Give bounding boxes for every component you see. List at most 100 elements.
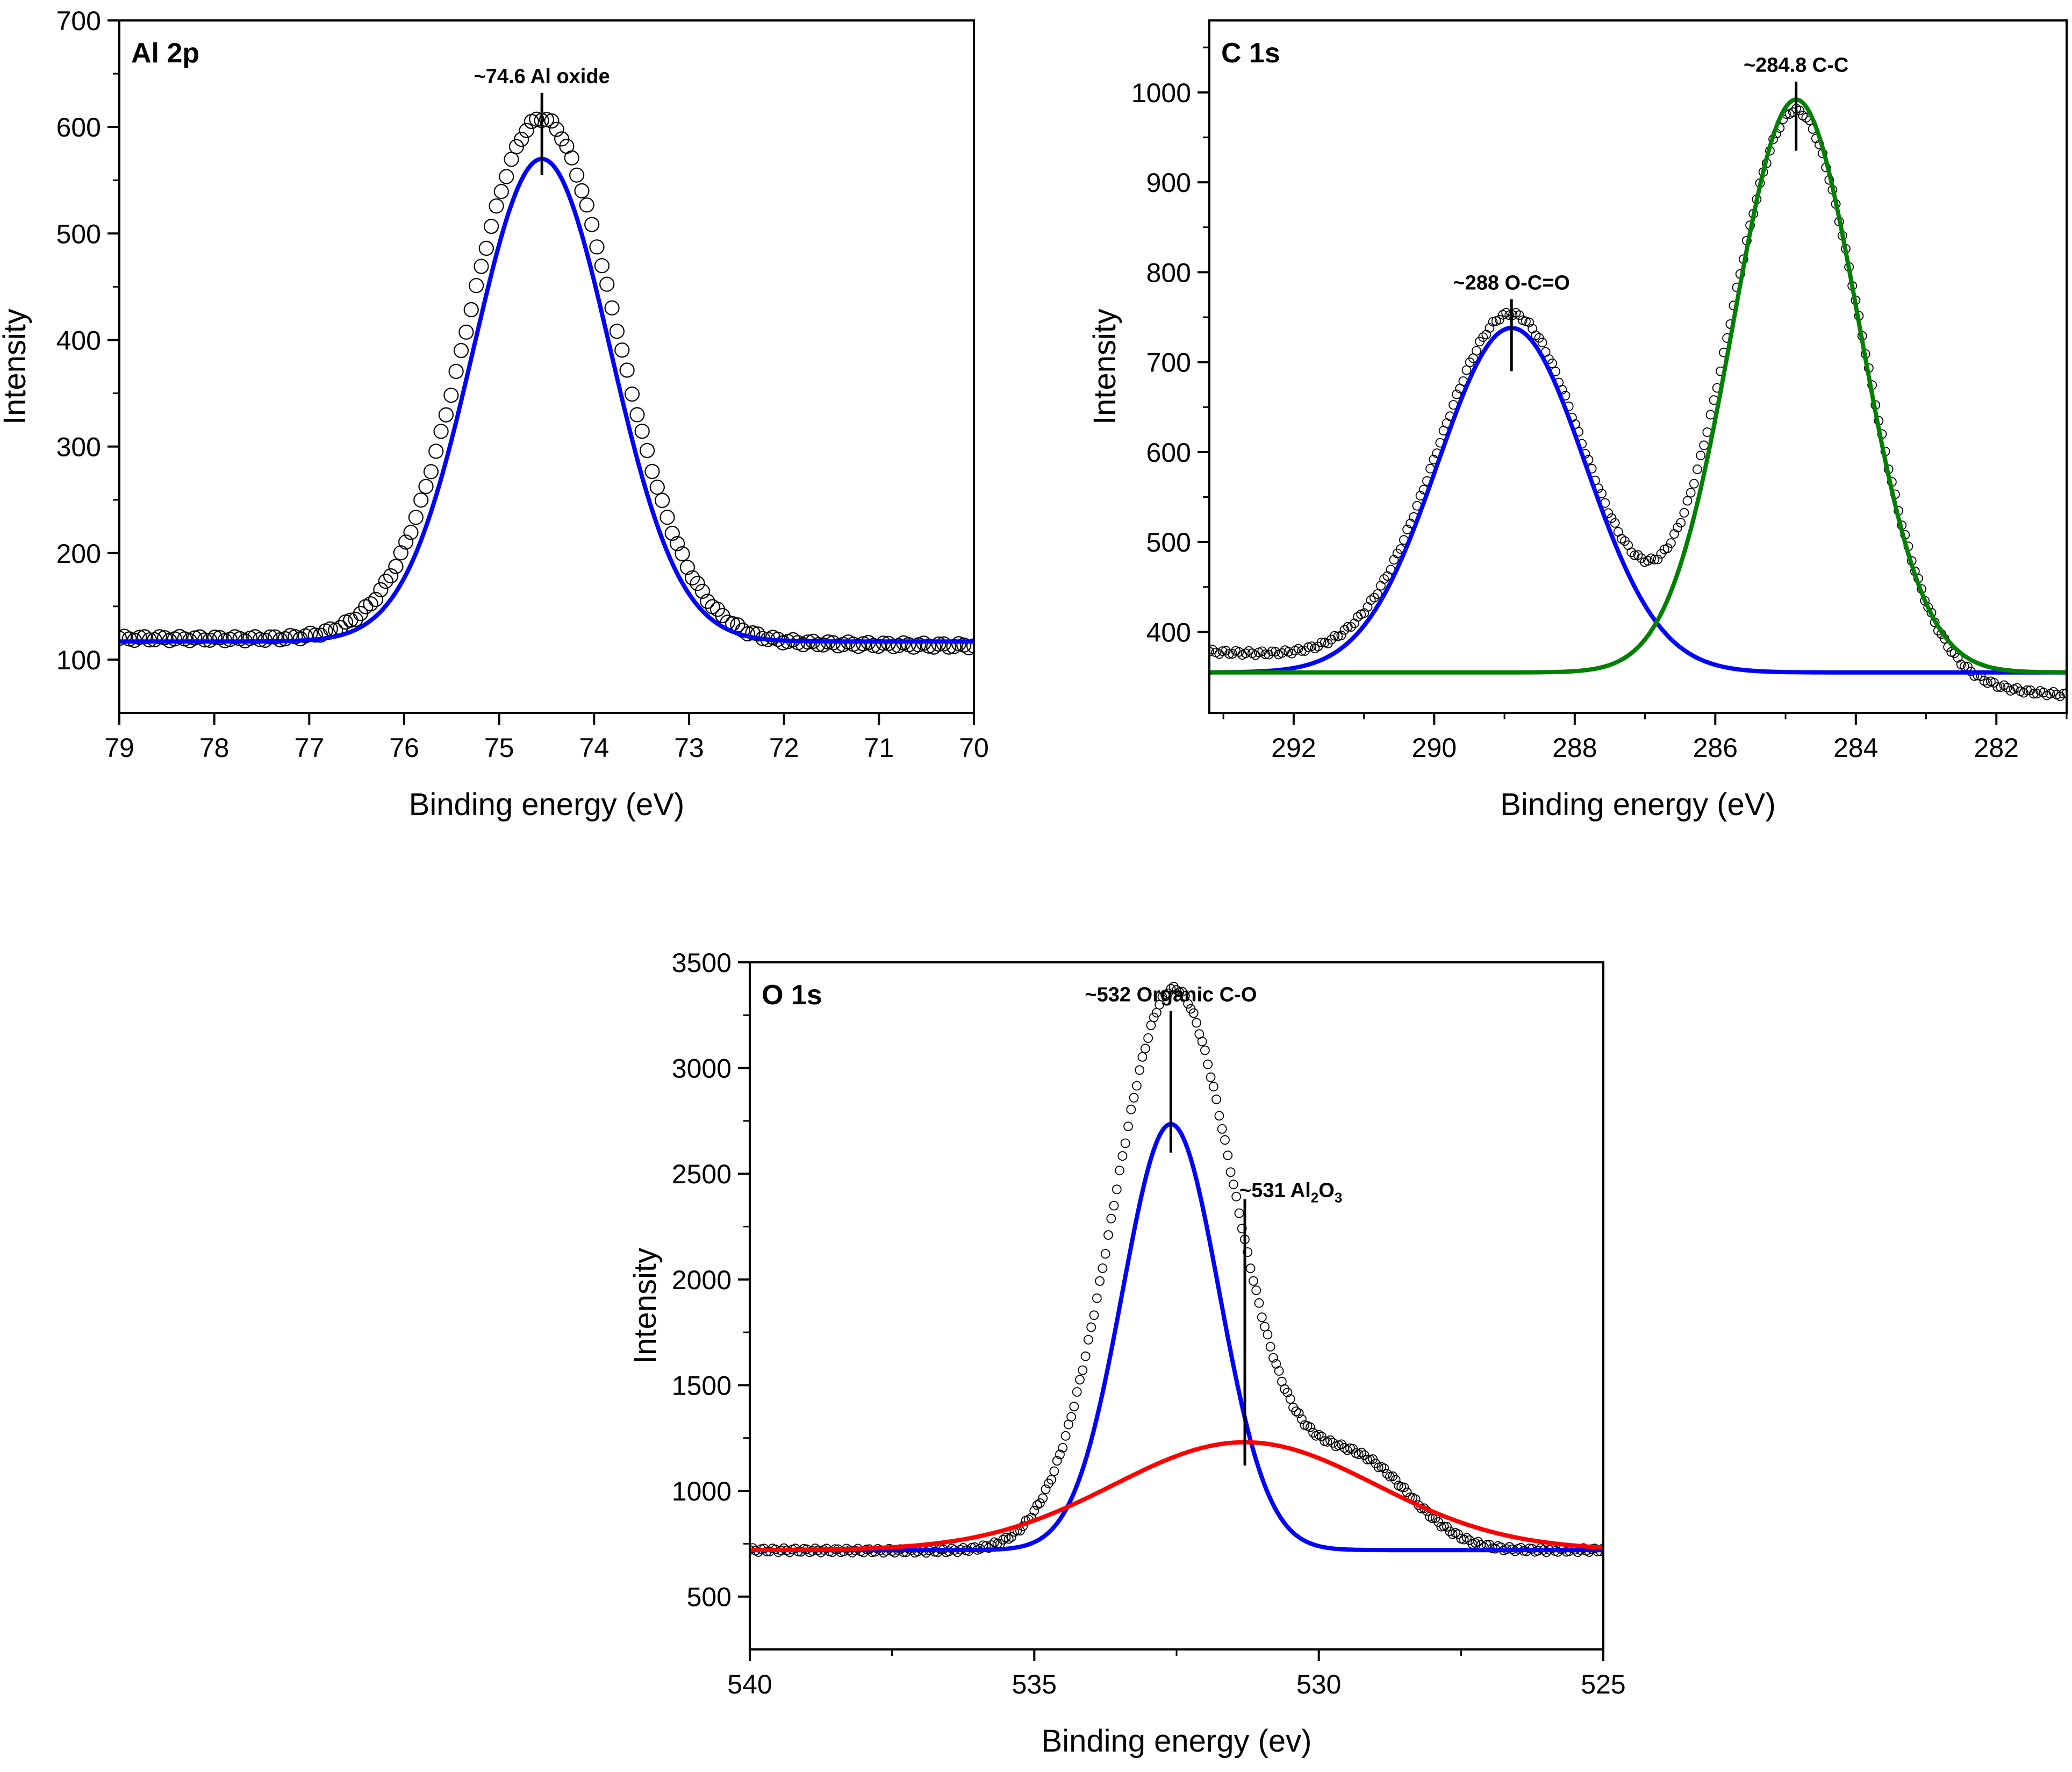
measured-point (685, 570, 700, 585)
measured-point (403, 525, 419, 540)
measured-point (418, 478, 434, 494)
measured-point (187, 630, 203, 646)
measured-point (262, 629, 278, 645)
measured-point (1692, 465, 1702, 474)
measured-point (1003, 1534, 1014, 1544)
measured-point (1488, 317, 1498, 327)
measured-point (1035, 1498, 1045, 1508)
fit-curve-organic-c-o (750, 1121, 1603, 1553)
measured-point (659, 510, 675, 525)
plot-frame (1208, 19, 2068, 714)
measured-point (1314, 1430, 1324, 1440)
x-tick-label: 286 (1693, 733, 1738, 763)
x-tick-label: 525 (1581, 1669, 1625, 1699)
measured-point (609, 324, 625, 339)
measured-point (1305, 1422, 1315, 1432)
measured-point (1650, 555, 1660, 565)
measured-point (1626, 547, 1637, 558)
measured-point (675, 546, 690, 562)
measured-point (1183, 999, 1193, 1009)
measured-point (1228, 1180, 1238, 1190)
plot-frame (118, 19, 975, 714)
measured-point (1504, 310, 1515, 320)
measured-point (1485, 323, 1495, 333)
measured-point (2032, 689, 2042, 698)
measured-point (1277, 648, 1287, 658)
measured-point (1095, 1276, 1105, 1286)
measured-point (1032, 1500, 1042, 1510)
measured-point (1330, 631, 1340, 641)
x-axis-label: Binding energy (eV) (1500, 787, 1776, 822)
measured-point (599, 276, 615, 292)
measured-point (1473, 1537, 1483, 1547)
measured-point (554, 131, 570, 147)
measured-point (1471, 346, 1481, 356)
measured-point (1227, 649, 1237, 659)
measured-point (1346, 622, 1356, 632)
measured-point (1103, 1230, 1113, 1240)
measured-point (2039, 688, 2049, 697)
measured-point (1385, 1471, 1395, 1482)
measured-point (1285, 1394, 1295, 1404)
measured-point (1494, 315, 1504, 325)
x-tick-label: 292 (1271, 733, 1316, 763)
measured-point (639, 442, 655, 459)
measured-point (1633, 550, 1643, 560)
panel-o-1s: 540 535 530 525 500 1000 1500 2000 2500 3000 3500 B… (628, 948, 1626, 1759)
x-tick-label: 75 (484, 733, 514, 763)
measured-point (1453, 1529, 1463, 1539)
y-tick-label: 500 (687, 1582, 732, 1612)
measured-point (1257, 1312, 1267, 1323)
measured-point (1369, 592, 1379, 603)
measured-point (1214, 1111, 1224, 1121)
measured-point (1203, 1059, 1213, 1069)
annotation-label: ~532 Organic C-O (1085, 983, 1257, 1006)
measured-point (458, 324, 474, 340)
annotation-label: ~74.6 Al oxide (474, 66, 610, 88)
x-tick-label: 70 (959, 733, 989, 763)
measured-point (1041, 1484, 1051, 1495)
measured-point (1084, 1335, 1093, 1345)
measured-point (1999, 680, 2009, 690)
measured-point (1245, 1263, 1256, 1274)
y-tick-label: 100 (56, 645, 101, 675)
measured-point (1366, 595, 1376, 605)
measured-point (1192, 1018, 1202, 1028)
measured-point (499, 169, 514, 184)
y-tick-label: 700 (1146, 348, 1191, 378)
measured-point (664, 525, 680, 541)
measured-point (1100, 1249, 1110, 1259)
measured-point (2002, 683, 2012, 692)
annotation-label: ~284.8 C-C (1744, 54, 1848, 77)
measured-point (604, 300, 620, 316)
measured-point (865, 638, 881, 653)
measured-point (544, 113, 560, 129)
measured-point (1225, 1167, 1236, 1177)
measured-point (388, 559, 404, 574)
measured-point (1461, 1533, 1472, 1543)
measured-point (413, 492, 429, 508)
y-tick-label: 2500 (672, 1159, 732, 1189)
y-tick-label: 800 (1146, 258, 1191, 288)
measured-point (966, 638, 974, 654)
measured-point (1696, 451, 1706, 461)
measured-point (1265, 1341, 1275, 1352)
measured-point (750, 626, 765, 642)
measured-point (1217, 1124, 1227, 1134)
measured-point (1282, 1388, 1293, 1398)
fit-curve-al2o3 (750, 1440, 1603, 1552)
x-tick-label: 71 (864, 733, 894, 763)
measured-point (1251, 1285, 1261, 1295)
measured-point (152, 629, 167, 645)
measured-point (1280, 1384, 1290, 1394)
x-tick-label: 540 (727, 1669, 772, 1699)
measured-point (2048, 687, 2059, 697)
measured-point (1439, 1521, 1449, 1532)
y-tick-label: 900 (1146, 168, 1191, 198)
fit-curve-c-c (1209, 97, 2067, 675)
measured-point (1078, 1365, 1088, 1375)
measured-point (1231, 1191, 1242, 1202)
measured-point (1388, 1471, 1398, 1481)
panel-al-2p: 79 78 77 76 75 74 73 72 71 70 100 200 300 400 500 600 70… (0, 6, 989, 822)
